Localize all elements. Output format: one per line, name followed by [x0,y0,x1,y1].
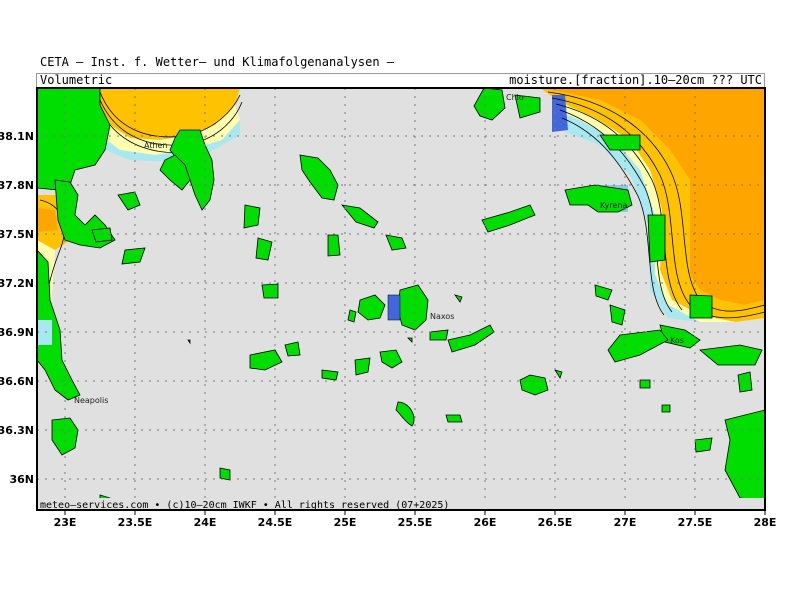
header-title: CETA — Inst. f. Wetter— und Klimafolgena… [40,55,395,69]
lon-tick: 23E [54,516,77,529]
place-chios: Chio [506,93,524,102]
field-label: moisture.[fraction].10—20cm ??? UTC [509,73,762,87]
copyright-footer: meteo—services.com • (c)10—20cm IWKF • A… [40,500,449,511]
place-kos: Kos [670,336,684,345]
lon-tick-labels: 23E 23.5E 24E 24.5E 25E 25.5E 26E 26.5E … [54,516,777,529]
lat-tick: 37.8N [0,179,34,192]
variable-label: Volumetric [40,73,113,87]
lon-tick: 24E [194,516,217,529]
place-naxos: Naxos [430,312,454,321]
lat-tick: 37.2N [0,277,34,290]
lat-tick-labels: 38.1N 37.8N 37.5N 37.2N 36.9N 36.6N 36.3… [0,130,34,486]
place-labels: Athen Chio Kyrena Naxos Kos Neapolis [74,93,684,405]
lon-tick: 27.5E [678,516,713,529]
place-athen: Athen [144,141,168,150]
lon-tick: 25.5E [398,516,433,529]
naxos-moisture-patch [387,294,401,321]
lat-tick: 36.9N [0,326,34,339]
map-area: Athen Chio Kyrena Naxos Kos Neapolis met… [37,88,765,511]
footer-strip [37,498,765,510]
map-frame [36,87,766,511]
lat-tick: 36.3N [0,424,34,437]
west-moisture-patch [37,320,52,345]
lon-tick: 27E [614,516,637,529]
lat-tick: 37.5N [0,228,34,241]
lon-tick: 28E [754,516,777,529]
axis-ticks [64,510,766,515]
lon-tick: 23.5E [118,516,153,529]
place-neapolis: Neapolis [74,396,108,405]
lon-tick: 26E [474,516,497,529]
lon-tick: 26.5E [538,516,573,529]
lat-tick: 36N [9,473,34,486]
lon-tick: 24.5E [258,516,293,529]
lon-tick: 25E [334,516,357,529]
graticule [37,88,765,510]
lat-tick: 38.1N [0,130,34,143]
lat-tick: 36.6N [0,375,34,388]
place-kyrena: Kyrena [600,201,628,210]
land-masses [37,88,765,510]
